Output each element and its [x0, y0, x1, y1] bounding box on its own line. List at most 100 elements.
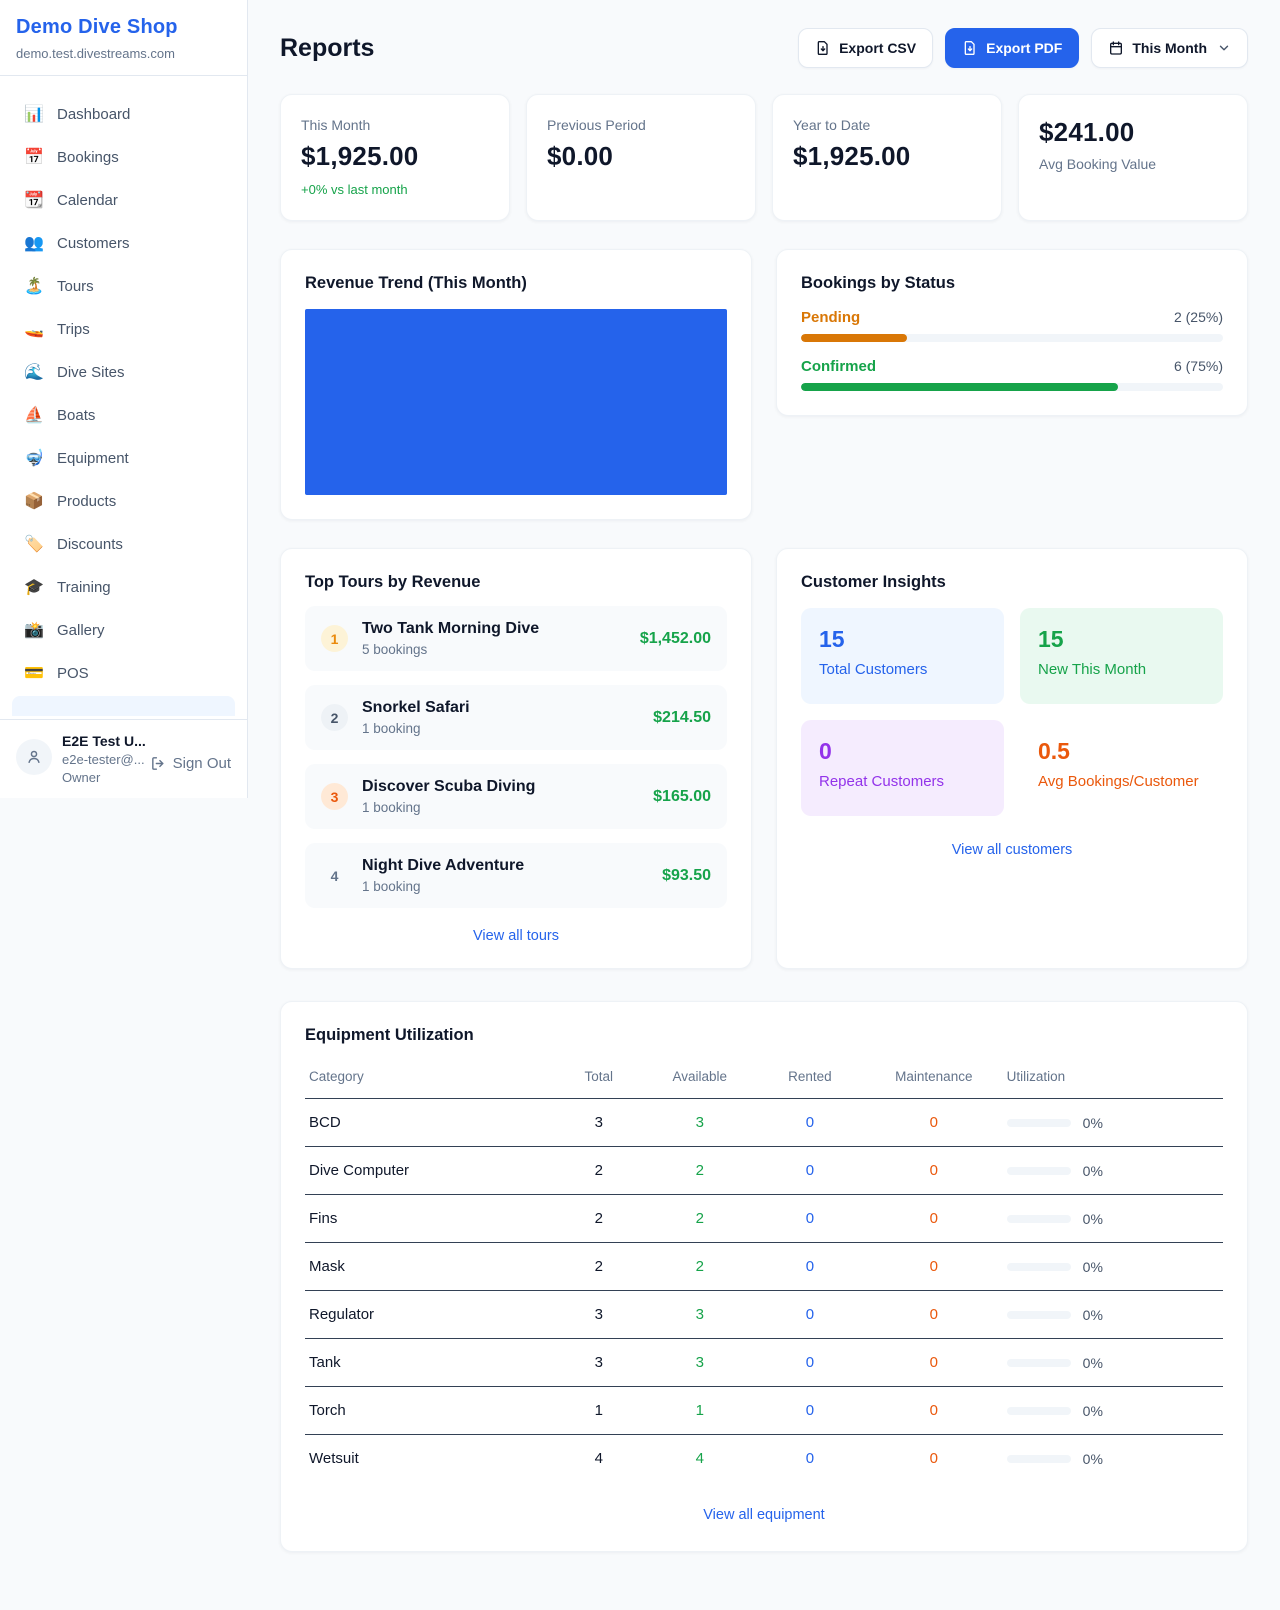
tour-name: Discover Scuba Diving	[362, 778, 536, 795]
insight-label: Repeat Customers	[819, 773, 945, 790]
sidebar-item-label: Dive Sites	[57, 363, 125, 381]
sidebar-item-equipment[interactable]: 🤿 Equipment	[12, 438, 235, 478]
sign-out-button[interactable]: Sign Out	[150, 755, 231, 772]
insight-value: 15	[1038, 626, 1064, 652]
status-progress-fill	[801, 334, 907, 342]
sidebar-item-training[interactable]: 🎓 Training	[12, 567, 235, 607]
sidebar-item-label: POS	[57, 664, 89, 682]
utilization-track	[1006, 1358, 1071, 1367]
sidebar-item-reports-partial[interactable]	[12, 696, 235, 716]
sidebar-item-label: Tours	[57, 277, 94, 295]
chevron-down-icon	[1217, 41, 1231, 55]
equipment-table: Category Total Available Rented Maintena…	[305, 1059, 1223, 1483]
file-download-icon	[962, 40, 978, 56]
sidebar-item-label: Discounts	[57, 535, 123, 553]
col-rented: Rented	[754, 1059, 865, 1099]
stat-card-avg-booking-value: $241.00 Avg Booking Value	[1018, 94, 1248, 221]
sidebar-item-gallery[interactable]: 📸 Gallery	[12, 610, 235, 650]
status-value: 2 (25%)	[1173, 309, 1223, 325]
sidebar-item-label: Boats	[57, 406, 96, 424]
period-selector[interactable]: This Month	[1091, 28, 1248, 68]
utilization-track	[1006, 1310, 1071, 1319]
file-download-icon	[815, 40, 831, 56]
boats-icon: ⛵	[24, 407, 44, 424]
utilization-percent: 0%	[1082, 1258, 1103, 1275]
stat-value: $0.00	[547, 141, 614, 171]
sign-out-icon	[150, 755, 167, 772]
utilization-percent: 0%	[1082, 1306, 1103, 1323]
cell-category: Tank	[305, 1338, 553, 1387]
gallery-icon: 📸	[24, 622, 44, 639]
cell-maintenance: 0	[864, 1242, 1003, 1291]
table-row: Dive Computer 2 2 0 0 0%	[305, 1146, 1223, 1195]
stat-value: $1,925.00	[301, 141, 419, 171]
sidebar-item-pos[interactable]: 💳 POS	[12, 653, 235, 693]
brand-domain: demo.test.divestreams.com	[16, 46, 175, 61]
avatar	[16, 739, 52, 775]
stat-label: Previous Period	[547, 117, 646, 133]
sidebar-item-bookings[interactable]: 📅 Bookings	[12, 137, 235, 177]
dashboard-icon: 📊	[24, 106, 44, 123]
dive-sites-icon: 🌊	[24, 364, 44, 381]
user-name: E2E Test U...	[62, 733, 146, 749]
cell-category: Torch	[305, 1386, 553, 1435]
sidebar-item-calendar[interactable]: 📆 Calendar	[12, 180, 235, 220]
cell-total: 2	[552, 1242, 645, 1291]
cell-total: 4	[594, 1450, 603, 1468]
sidebar-item-label: Bookings	[57, 148, 119, 166]
sidebar-item-discounts[interactable]: 🏷️ Discounts	[12, 524, 235, 564]
sidebar: Demo Dive Shop demo.test.divestreams.com…	[0, 0, 248, 798]
table-header-row: Category Total Available Rented Maintena…	[305, 1059, 1223, 1099]
stat-card-year-to-date: Year to Date $1,925.00	[772, 94, 1002, 221]
training-icon: 🎓	[24, 579, 44, 596]
cell-maintenance: 0	[864, 1146, 1003, 1195]
insight-value: 0.5	[1038, 738, 1070, 764]
customer-insights-card: Customer Insights 15 Total Customers 15 …	[776, 548, 1248, 969]
user-info: E2E Test U... e2e-tester@... Owner	[62, 733, 146, 785]
sidebar-item-products[interactable]: 📦 Products	[12, 481, 235, 521]
pos-icon: 💳	[24, 665, 44, 682]
cell-category: BCD	[305, 1098, 553, 1147]
utilization-percent: 0%	[1082, 1402, 1103, 1419]
sidebar-item-trips[interactable]: 🚤 Trips	[12, 309, 235, 349]
export-pdf-button[interactable]: Export PDF	[945, 28, 1080, 68]
cell-utilization: 0%	[1002, 1338, 1223, 1387]
view-all-equipment-link[interactable]: View all equipment	[703, 1506, 825, 1523]
equipment-utilization-card: Equipment Utilization Category Total Ava…	[280, 1001, 1248, 1552]
table-row: Wetsuit 4 4 0 0 0%	[305, 1435, 1223, 1483]
cell-rented: 0	[754, 1338, 865, 1387]
rank-badge: 2	[321, 704, 348, 731]
products-icon: 📦	[24, 493, 44, 510]
sidebar-item-customers[interactable]: 👥 Customers	[12, 223, 235, 263]
cell-total: 3	[552, 1290, 645, 1339]
tour-amount: $1,452.00	[639, 629, 711, 647]
top-tours-card: Top Tours by Revenue 1 Two Tank Morning …	[280, 548, 752, 969]
tour-amount: $165.00	[653, 787, 711, 805]
main-content: Reports Export CSV E	[248, 0, 1280, 1592]
user-icon	[25, 748, 43, 766]
insights-row: Top Tours by Revenue 1 Two Tank Morning …	[280, 548, 1248, 969]
sidebar-item-dive-sites[interactable]: 🌊 Dive Sites	[12, 352, 235, 392]
sidebar-item-dashboard[interactable]: 📊 Dashboard	[12, 94, 235, 134]
cell-available: 3	[644, 1290, 755, 1339]
col-maintenance: Maintenance	[864, 1059, 1003, 1099]
stat-label: Year to Date	[793, 117, 871, 133]
cell-utilization: 0%	[1003, 1435, 1223, 1483]
view-all-tours-link[interactable]: View all tours	[473, 928, 559, 944]
calendar-icon: 📆	[24, 192, 44, 209]
tour-bookings: 1 booking	[362, 879, 421, 894]
stat-label: This Month	[301, 117, 371, 133]
cell-rented: 0	[754, 1290, 865, 1339]
cell-maintenance: 0	[929, 1450, 938, 1468]
cell-total: 1	[552, 1386, 645, 1435]
col-category: Category	[305, 1059, 553, 1099]
insight-repeat-customers: 0 Repeat Customers	[801, 720, 1004, 816]
sidebar-item-boats[interactable]: ⛵ Boats	[12, 395, 235, 435]
sidebar-item-tours[interactable]: 🏝️ Tours	[12, 266, 235, 306]
export-csv-button[interactable]: Export CSV	[798, 28, 934, 68]
view-all-customers-link[interactable]: View all customers	[951, 842, 1073, 858]
cell-rented: 0	[754, 1146, 865, 1195]
trips-icon: 🚤	[24, 321, 44, 338]
status-row-pending: Pending 2 (25%)	[801, 309, 1223, 342]
utilization-track	[1006, 1118, 1071, 1127]
